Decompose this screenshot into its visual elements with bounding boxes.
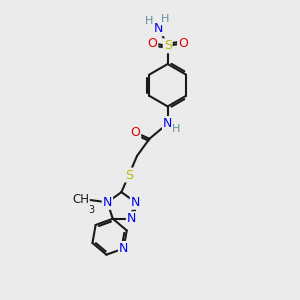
Text: N: N <box>154 22 164 35</box>
Text: S: S <box>164 39 172 52</box>
Text: 3: 3 <box>88 205 94 214</box>
Text: O: O <box>147 37 157 50</box>
Text: O: O <box>130 126 140 139</box>
Text: H: H <box>172 124 181 134</box>
Text: N: N <box>163 117 172 130</box>
Text: N: N <box>131 196 140 209</box>
Text: N: N <box>119 242 128 255</box>
Text: CH: CH <box>72 194 89 206</box>
Text: N: N <box>127 212 136 225</box>
Text: S: S <box>125 169 133 182</box>
Text: O: O <box>178 37 188 50</box>
Text: H: H <box>160 14 169 24</box>
Text: N: N <box>103 196 112 209</box>
Text: H: H <box>145 16 154 26</box>
